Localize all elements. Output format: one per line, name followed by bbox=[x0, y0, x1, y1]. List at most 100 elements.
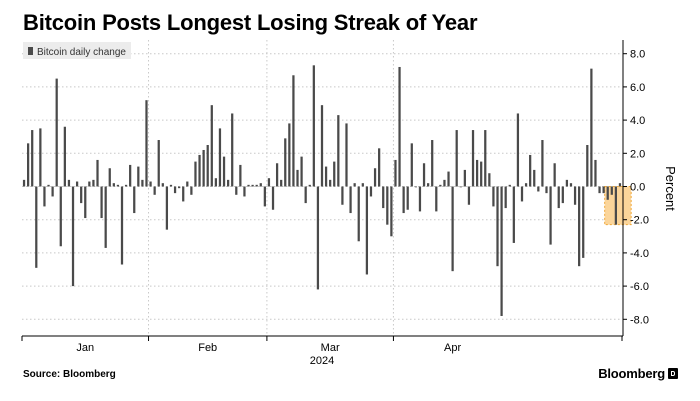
x-tick-label: Feb bbox=[198, 342, 217, 354]
bar bbox=[218, 128, 222, 187]
bar bbox=[251, 184, 254, 187]
y-tick-label: -6.0 bbox=[630, 281, 649, 293]
bar bbox=[59, 186, 62, 247]
bar bbox=[243, 186, 246, 197]
bar bbox=[541, 140, 544, 187]
bar bbox=[194, 161, 197, 187]
bar bbox=[120, 186, 124, 265]
bar bbox=[116, 184, 120, 187]
bar bbox=[47, 184, 50, 187]
bar bbox=[292, 75, 295, 187]
bar bbox=[22, 179, 26, 187]
bar bbox=[141, 179, 144, 187]
bar bbox=[378, 148, 381, 187]
bar bbox=[386, 186, 389, 225]
bar bbox=[333, 161, 336, 187]
bar bbox=[561, 186, 564, 204]
source-note: Source: Bloomberg bbox=[23, 369, 116, 380]
y-tick-label: 4.0 bbox=[630, 115, 645, 127]
bar bbox=[104, 186, 107, 248]
y-tick-label: 0.0 bbox=[630, 182, 645, 194]
bar bbox=[320, 105, 324, 187]
bar bbox=[284, 138, 287, 187]
bar bbox=[557, 186, 560, 209]
bar bbox=[202, 149, 205, 187]
bar bbox=[75, 181, 79, 187]
x-tick-label: Apr bbox=[444, 342, 461, 354]
bar bbox=[573, 186, 577, 205]
bar bbox=[369, 186, 373, 197]
bar bbox=[582, 186, 585, 258]
bar bbox=[308, 184, 311, 187]
bar bbox=[329, 179, 332, 187]
bar bbox=[186, 181, 189, 187]
bar bbox=[214, 178, 217, 187]
bloomberg-mark-icon bbox=[668, 368, 678, 379]
bar bbox=[51, 186, 54, 197]
bar bbox=[357, 186, 360, 242]
bar bbox=[451, 186, 454, 272]
bar bbox=[108, 168, 111, 187]
bar bbox=[259, 183, 262, 187]
x-axis: Jan Feb Mar Apr 2024 bbox=[21, 335, 623, 367]
bar bbox=[275, 163, 279, 187]
bar bbox=[35, 186, 38, 268]
bar bbox=[263, 186, 266, 207]
bar bbox=[80, 186, 83, 204]
chart-title: Bitcoin Posts Longest Losing Streak of Y… bbox=[23, 10, 478, 35]
bar bbox=[602, 186, 605, 194]
bar bbox=[610, 186, 613, 195]
bar bbox=[484, 130, 487, 187]
bar bbox=[210, 105, 213, 187]
bar bbox=[55, 78, 58, 187]
y-tick-label: 8.0 bbox=[630, 49, 645, 61]
bar bbox=[312, 65, 315, 187]
bar bbox=[255, 184, 258, 187]
gridlines bbox=[22, 40, 622, 336]
bar bbox=[84, 186, 87, 219]
bar bbox=[418, 186, 422, 212]
bar bbox=[508, 184, 511, 187]
bar bbox=[231, 113, 234, 187]
bar bbox=[373, 168, 377, 187]
bar bbox=[137, 166, 140, 187]
legend-background bbox=[23, 42, 131, 59]
bar bbox=[606, 186, 609, 200]
y-tick-label: 6.0 bbox=[630, 82, 645, 94]
bar bbox=[569, 183, 573, 187]
bar bbox=[178, 186, 181, 189]
bar bbox=[198, 154, 201, 187]
bar bbox=[341, 186, 344, 205]
bar bbox=[586, 145, 589, 187]
bar bbox=[512, 186, 515, 243]
bar bbox=[161, 183, 164, 187]
bar bbox=[88, 181, 91, 187]
bar bbox=[169, 184, 173, 187]
bar bbox=[349, 186, 352, 214]
bar bbox=[480, 161, 483, 187]
legend-swatch bbox=[28, 47, 33, 55]
legend-label: Bitcoin daily change bbox=[37, 47, 126, 58]
y-tick-label: -2.0 bbox=[630, 215, 649, 227]
bar bbox=[382, 186, 385, 209]
bar bbox=[353, 183, 356, 187]
bar bbox=[504, 186, 507, 209]
x-axis-label: 2024 bbox=[310, 355, 334, 367]
bar bbox=[524, 183, 528, 187]
bar bbox=[390, 186, 393, 237]
bar bbox=[447, 171, 450, 187]
bar bbox=[222, 156, 226, 187]
bar bbox=[435, 186, 438, 212]
x-tick-label: Mar bbox=[321, 342, 340, 354]
bar bbox=[590, 68, 593, 187]
highlight-box bbox=[604, 186, 632, 226]
bar bbox=[129, 164, 132, 187]
bar bbox=[247, 184, 250, 187]
bar bbox=[112, 183, 115, 187]
bar bbox=[459, 186, 462, 188]
bars bbox=[22, 65, 622, 316]
bar bbox=[157, 140, 160, 187]
bar bbox=[614, 186, 617, 225]
bar bbox=[133, 186, 136, 214]
